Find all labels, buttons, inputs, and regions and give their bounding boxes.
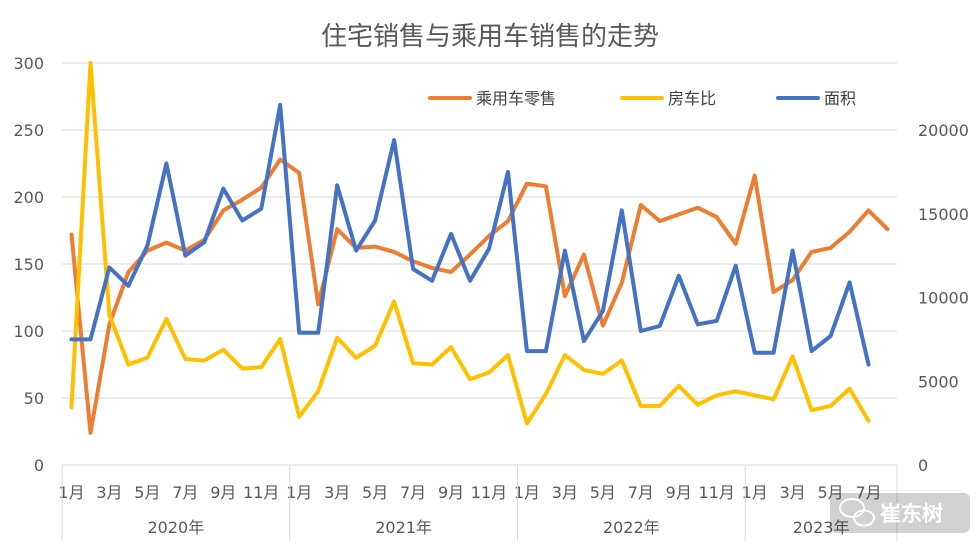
x-tick-label: 7月 [628, 483, 654, 502]
year-label: 2021年 [375, 518, 432, 537]
series-line-2 [69, 61, 871, 426]
series-line-1 [69, 157, 890, 435]
x-tick-label: 11月 [471, 483, 507, 502]
wechat-bubble-small [853, 509, 875, 527]
legend-label: 乘用车零售 [476, 89, 556, 108]
x-tick-label: 1月 [742, 483, 768, 502]
legend-label: 房车比 [668, 89, 716, 108]
left-tick-label: 150 [13, 255, 44, 274]
watermark: 崔东树 [830, 493, 970, 533]
x-tick-label: 9月 [666, 483, 692, 502]
series-line-3 [69, 102, 871, 367]
axes: 0 50 100 150 200 250 300 0 5000 10000 15000 20000 1月… [13, 54, 969, 541]
chart-title: 住宅销售与乘用车销售的走势 [321, 22, 659, 52]
x-tick-label: 3月 [552, 483, 578, 502]
x-tick-label: 7月 [172, 483, 198, 502]
x-tick-label: 3月 [324, 483, 350, 502]
x-tick-label: 7月 [400, 483, 426, 502]
series-layer [69, 61, 890, 435]
x-tick-label: 5月 [817, 483, 843, 502]
left-tick-label: 250 [13, 121, 44, 140]
left-tick-label: 200 [13, 188, 44, 207]
wechat-bubble-large [839, 498, 865, 518]
x-tick-label: 9月 [210, 483, 236, 502]
gridlines [62, 62, 897, 399]
wechat-icon [839, 498, 875, 527]
year-label: 2022年 [603, 518, 660, 537]
legend-label: 面积 [824, 89, 856, 108]
right-tick-label: 15000 [918, 205, 969, 224]
year-label: 2020年 [147, 518, 204, 537]
left-tick-label: 50 [24, 389, 44, 408]
x-tick-label: 9月 [438, 483, 464, 502]
watermark-text: 崔东树 [880, 502, 943, 526]
x-tick-label: 5月 [590, 483, 616, 502]
x-tick-label: 3月 [780, 483, 806, 502]
right-tick-label: 20000 [918, 121, 969, 140]
right-tick-label: 5000 [918, 372, 959, 391]
right-tick-label: 10000 [918, 289, 969, 308]
x-tick-label: 1月 [514, 483, 540, 502]
x-tick-label: 5月 [134, 483, 160, 502]
x-tick-label: 11月 [699, 483, 735, 502]
x-tick-label: 7月 [855, 483, 881, 502]
left-tick-label: 300 [13, 54, 44, 73]
legend: 乘用车零售 房车比 面积 [428, 89, 856, 108]
x-tick-label: 1月 [286, 483, 312, 502]
x-tick-label: 1月 [58, 483, 84, 502]
x-tick-label: 11月 [243, 483, 279, 502]
left-tick-label: 100 [13, 322, 44, 341]
x-tick-label: 5月 [362, 483, 388, 502]
left-tick-label: 0 [34, 456, 44, 475]
year-label: 2023年 [793, 518, 850, 537]
right-tick-label: 0 [918, 456, 928, 475]
x-tick-label: 3月 [96, 483, 122, 502]
watermark-backdrop [830, 493, 970, 533]
